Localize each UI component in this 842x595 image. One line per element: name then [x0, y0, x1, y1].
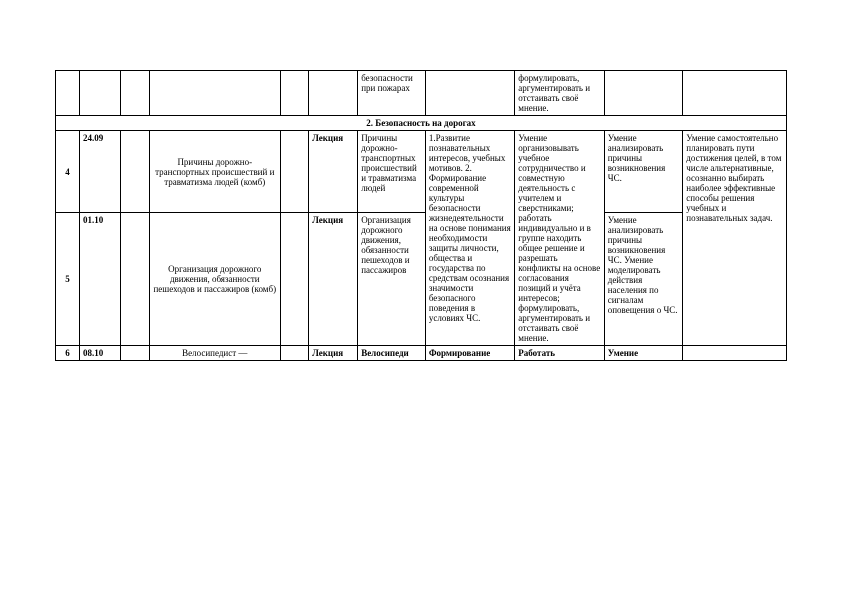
- curriculum-table: безопасности при пожарах формулировать, …: [55, 70, 787, 361]
- topic-cell: Организация дорожного движения, обязанно…: [149, 213, 280, 346]
- cell-text: безопасности при пожарах: [358, 71, 426, 116]
- cell-text: Умение: [604, 346, 683, 361]
- cell-text: Причины дорожно-транспортных происшестви…: [358, 131, 426, 213]
- row-date: 08.10: [80, 346, 121, 361]
- table-row: 5 01.10 Организация дорожного движения, …: [56, 213, 787, 346]
- type-cell: Лекция: [309, 131, 358, 213]
- row-date: 24.09: [80, 131, 121, 213]
- type-cell: Лекция: [309, 346, 358, 361]
- cell-text: Организация дорожного движения, обязанно…: [358, 213, 426, 346]
- cell-text: Формирование: [425, 346, 514, 361]
- table-row: 4 24.09 Причины дорожно-транспортных про…: [56, 131, 787, 213]
- cell-text: 1.Развитие познавательных интересов, уче…: [425, 131, 514, 346]
- topic-cell: Велосипедист —: [149, 346, 280, 361]
- topic-cell: Причины дорожно-транспортных происшестви…: [149, 131, 280, 213]
- cell-text: Умение анализировать причины возникновен…: [604, 131, 683, 213]
- section-title: 2. Безопасность на дорогах: [56, 116, 787, 131]
- cell-text: Умение организовывать учебное сотрудниче…: [515, 131, 604, 346]
- cell-text: Умение анализировать причины возникновен…: [604, 213, 683, 346]
- row-date: 01.10: [80, 213, 121, 346]
- table-row: безопасности при пожарах формулировать, …: [56, 71, 787, 116]
- cell-text: формулировать, аргументировать и отстаив…: [515, 71, 604, 116]
- cell-text: Велосипеди: [358, 346, 426, 361]
- table-row: 6 08.10 Велосипедист — Лекция Велосипеди…: [56, 346, 787, 361]
- cell-text: Работать: [515, 346, 604, 361]
- row-num: 6: [56, 346, 80, 361]
- row-num: 5: [56, 213, 80, 346]
- row-num: 4: [56, 131, 80, 213]
- section-header-row: 2. Безопасность на дорогах: [56, 116, 787, 131]
- type-cell: Лекция: [309, 213, 358, 346]
- cell-text: Умение самостоятельно планировать пути д…: [683, 131, 787, 346]
